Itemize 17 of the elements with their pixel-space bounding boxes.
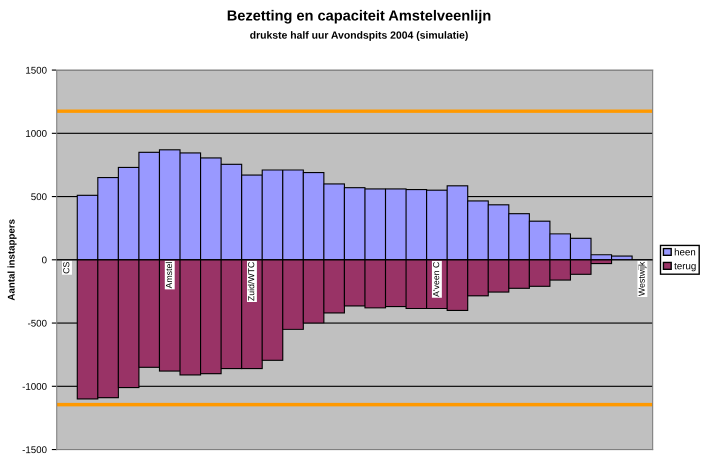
- y-tick-label: 1500: [26, 66, 47, 74]
- x-tick-label: Westwijk: [638, 262, 646, 296]
- x-tick-label: Amstel: [166, 262, 172, 288]
- y-axis-title: Aantal instappers: [8, 219, 17, 300]
- legend-label: heen: [674, 248, 696, 256]
- y-tick-label: 1000: [26, 130, 47, 137]
- y-tick-label: 500: [31, 193, 47, 200]
- x-tick-label: CS: [63, 262, 70, 274]
- y-tick-label: 0: [42, 256, 47, 264]
- legend-label: terug: [674, 262, 696, 272]
- x-tick-label: Zuid/WTC: [248, 262, 254, 301]
- chart-title: Bezetting en capaciteit Amstelveenlijn: [228, 10, 490, 24]
- x-tick-label: A'veen C: [433, 262, 440, 297]
- y-tick-label: -1000: [22, 383, 47, 390]
- y-tick-label: -1500: [22, 446, 47, 454]
- chart-subtitle: drukste half uur Avondspits 2004 (simulatie): [250, 31, 468, 41]
- y-tick-label: -500: [28, 320, 47, 327]
